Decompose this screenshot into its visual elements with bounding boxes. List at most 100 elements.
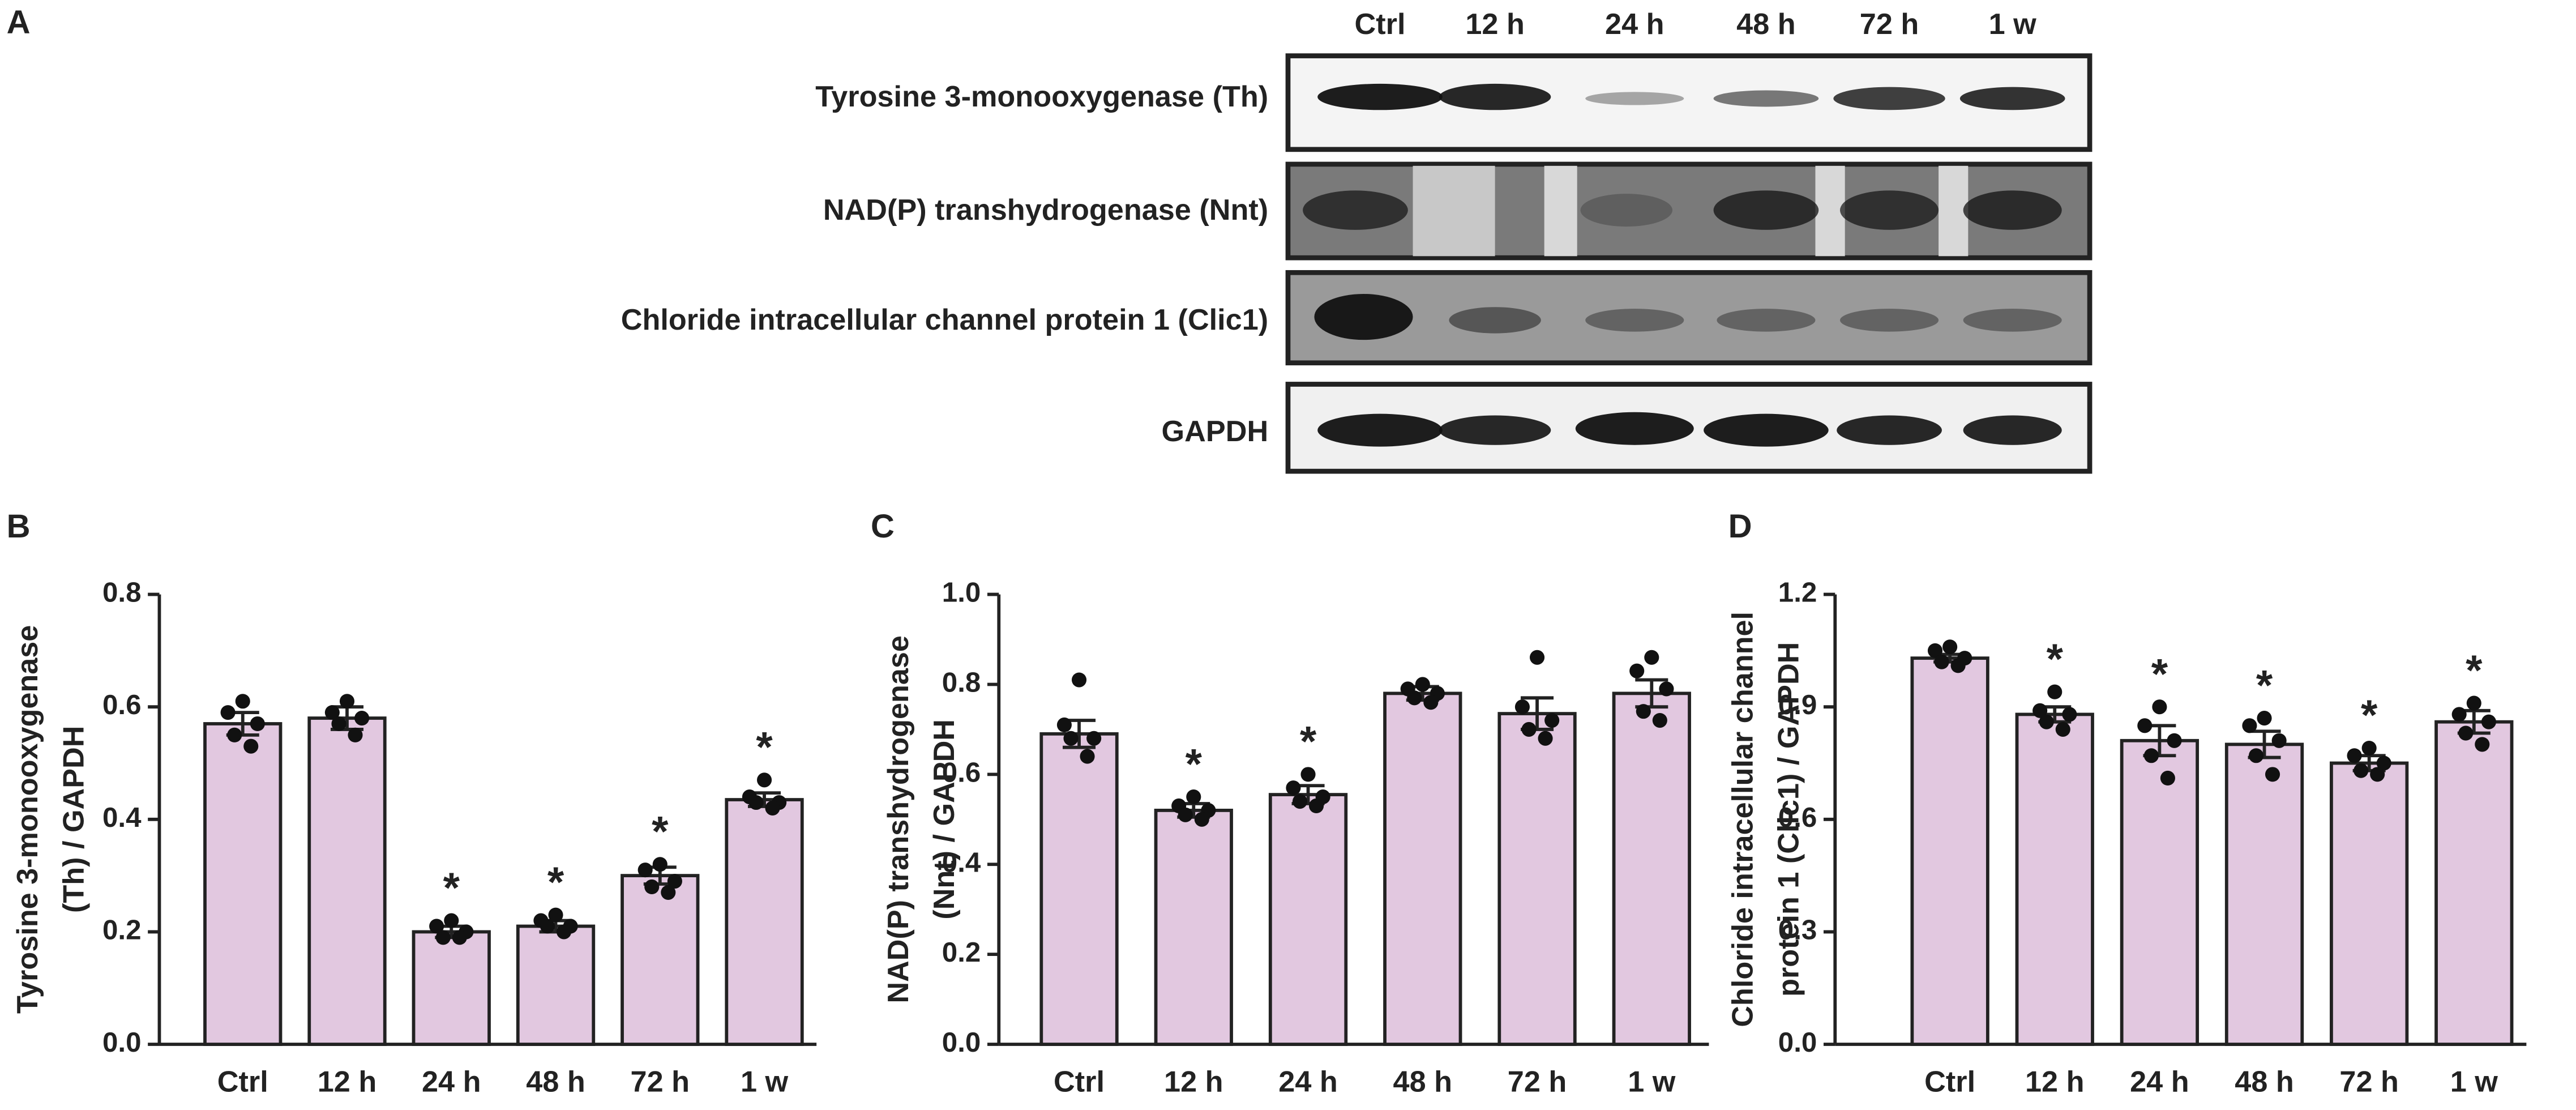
bar	[203, 722, 283, 1046]
data-point	[227, 727, 242, 742]
data-point	[348, 727, 363, 742]
error-bar	[748, 791, 781, 808]
blot-row-label: GAPDH	[1162, 415, 1269, 448]
y-tick-label: 0.0	[102, 1027, 142, 1058]
y-tick-label: 0.0	[942, 1027, 981, 1058]
data-point	[1538, 731, 1553, 746]
data-point	[2370, 767, 2385, 782]
error-bar	[226, 711, 259, 737]
x-tick-label: 72 h	[631, 1065, 690, 1098]
data-point	[452, 930, 467, 945]
data-point	[444, 913, 459, 928]
y-tick-label: 0.0	[1778, 1027, 1817, 1058]
blot-row-label: NAD(P) transhydrogenase (Nnt)	[823, 194, 1268, 227]
data-point	[2242, 718, 2257, 733]
x-tick-label: 1 w	[741, 1065, 789, 1098]
data-point	[2160, 770, 2175, 786]
data-point	[1063, 731, 1079, 746]
bar	[2015, 712, 2094, 1046]
error-bar	[1521, 696, 1554, 731]
data-point	[548, 907, 563, 923]
data-point	[1927, 643, 1943, 658]
data-point	[644, 879, 660, 895]
data-point	[756, 772, 772, 788]
x-tick-label: Ctrl	[1924, 1065, 1975, 1098]
bar	[1383, 691, 1462, 1046]
significance-mark: *	[2151, 650, 2168, 698]
bar	[1268, 793, 1348, 1046]
data-point	[250, 716, 265, 732]
data-point	[652, 857, 667, 872]
y-axis-label: Chloride intracellular channel	[1726, 612, 1759, 1027]
data-point	[2458, 725, 2474, 741]
x-tick-label: Ctrl	[1054, 1065, 1105, 1098]
blot-row-label: Chloride intracellular channel protein 1…	[621, 304, 1268, 336]
lane-label: 48 h	[1736, 8, 1796, 41]
data-point	[1415, 677, 1430, 692]
data-point	[1950, 658, 1966, 673]
data-point	[2481, 714, 2496, 729]
data-point	[667, 873, 682, 889]
significance-mark: *	[652, 808, 669, 855]
y-tick-label: 0.8	[102, 577, 142, 608]
data-point	[1521, 722, 1537, 737]
data-point	[1644, 650, 1659, 665]
x-tick-label: 48 h	[1393, 1065, 1453, 1098]
data-point	[2361, 740, 2377, 756]
blot-row-label: Tyrosine 3-monooxygenase (Th)	[815, 80, 1268, 113]
bar	[2224, 742, 2304, 1046]
data-point	[1071, 672, 1087, 688]
data-point	[1529, 650, 1545, 665]
data-point	[748, 795, 764, 810]
x-tick-label: 72 h	[1508, 1065, 1567, 1098]
x-tick-label: 12 h	[1164, 1065, 1223, 1098]
data-point	[1659, 681, 1674, 697]
bar	[1154, 809, 1233, 1046]
data-point	[2167, 733, 2182, 748]
data-point	[1514, 699, 1530, 715]
data-point	[429, 919, 444, 934]
bar	[1039, 732, 1119, 1046]
data-point	[354, 711, 370, 726]
y-tick-label: 0.6	[942, 757, 981, 788]
lane-label: 24 h	[1605, 8, 1664, 41]
data-point	[1308, 798, 1324, 814]
data-point	[556, 924, 572, 940]
y-tick-label: 0.3	[1778, 914, 1817, 945]
data-point	[2137, 718, 2153, 733]
data-point	[2376, 755, 2391, 771]
significance-mark: *	[2361, 691, 2378, 739]
data-point	[2039, 714, 2054, 729]
y-tick-label: 0.6	[102, 689, 142, 720]
data-point	[331, 716, 346, 732]
data-point	[540, 919, 555, 934]
panel-label: C	[871, 508, 895, 545]
y-tick-label: 0.8	[942, 667, 981, 698]
x-tick-label: 24 h	[2130, 1065, 2189, 1098]
data-point	[1300, 767, 1316, 782]
x-tick-label: 1 w	[1628, 1065, 1676, 1098]
data-point	[2152, 699, 2167, 715]
bar	[516, 924, 596, 1046]
data-point	[243, 738, 259, 754]
x-tick-label: 1 w	[2450, 1065, 2498, 1098]
data-point	[1934, 654, 1949, 669]
significance-mark: *	[2466, 646, 2483, 694]
error-bar	[2457, 708, 2491, 735]
bar	[621, 874, 700, 1046]
data-point	[2271, 733, 2287, 748]
data-point	[2248, 748, 2264, 763]
x-tick-label: 12 h	[2025, 1065, 2085, 1098]
bar	[1910, 656, 1989, 1046]
x-tick-label: 12 h	[318, 1065, 377, 1098]
data-point	[2347, 748, 2362, 763]
significance-mark: *	[1186, 740, 1203, 788]
y-axis-label: (Th) / GAPDH	[57, 726, 90, 913]
y-tick-label: 0.2	[942, 937, 981, 968]
data-point	[220, 705, 236, 720]
data-point	[1423, 695, 1439, 710]
data-point	[1194, 812, 1209, 827]
y-tick-label: 0.6	[1778, 802, 1817, 833]
data-point	[2143, 748, 2159, 763]
error-bar	[1933, 652, 1967, 664]
